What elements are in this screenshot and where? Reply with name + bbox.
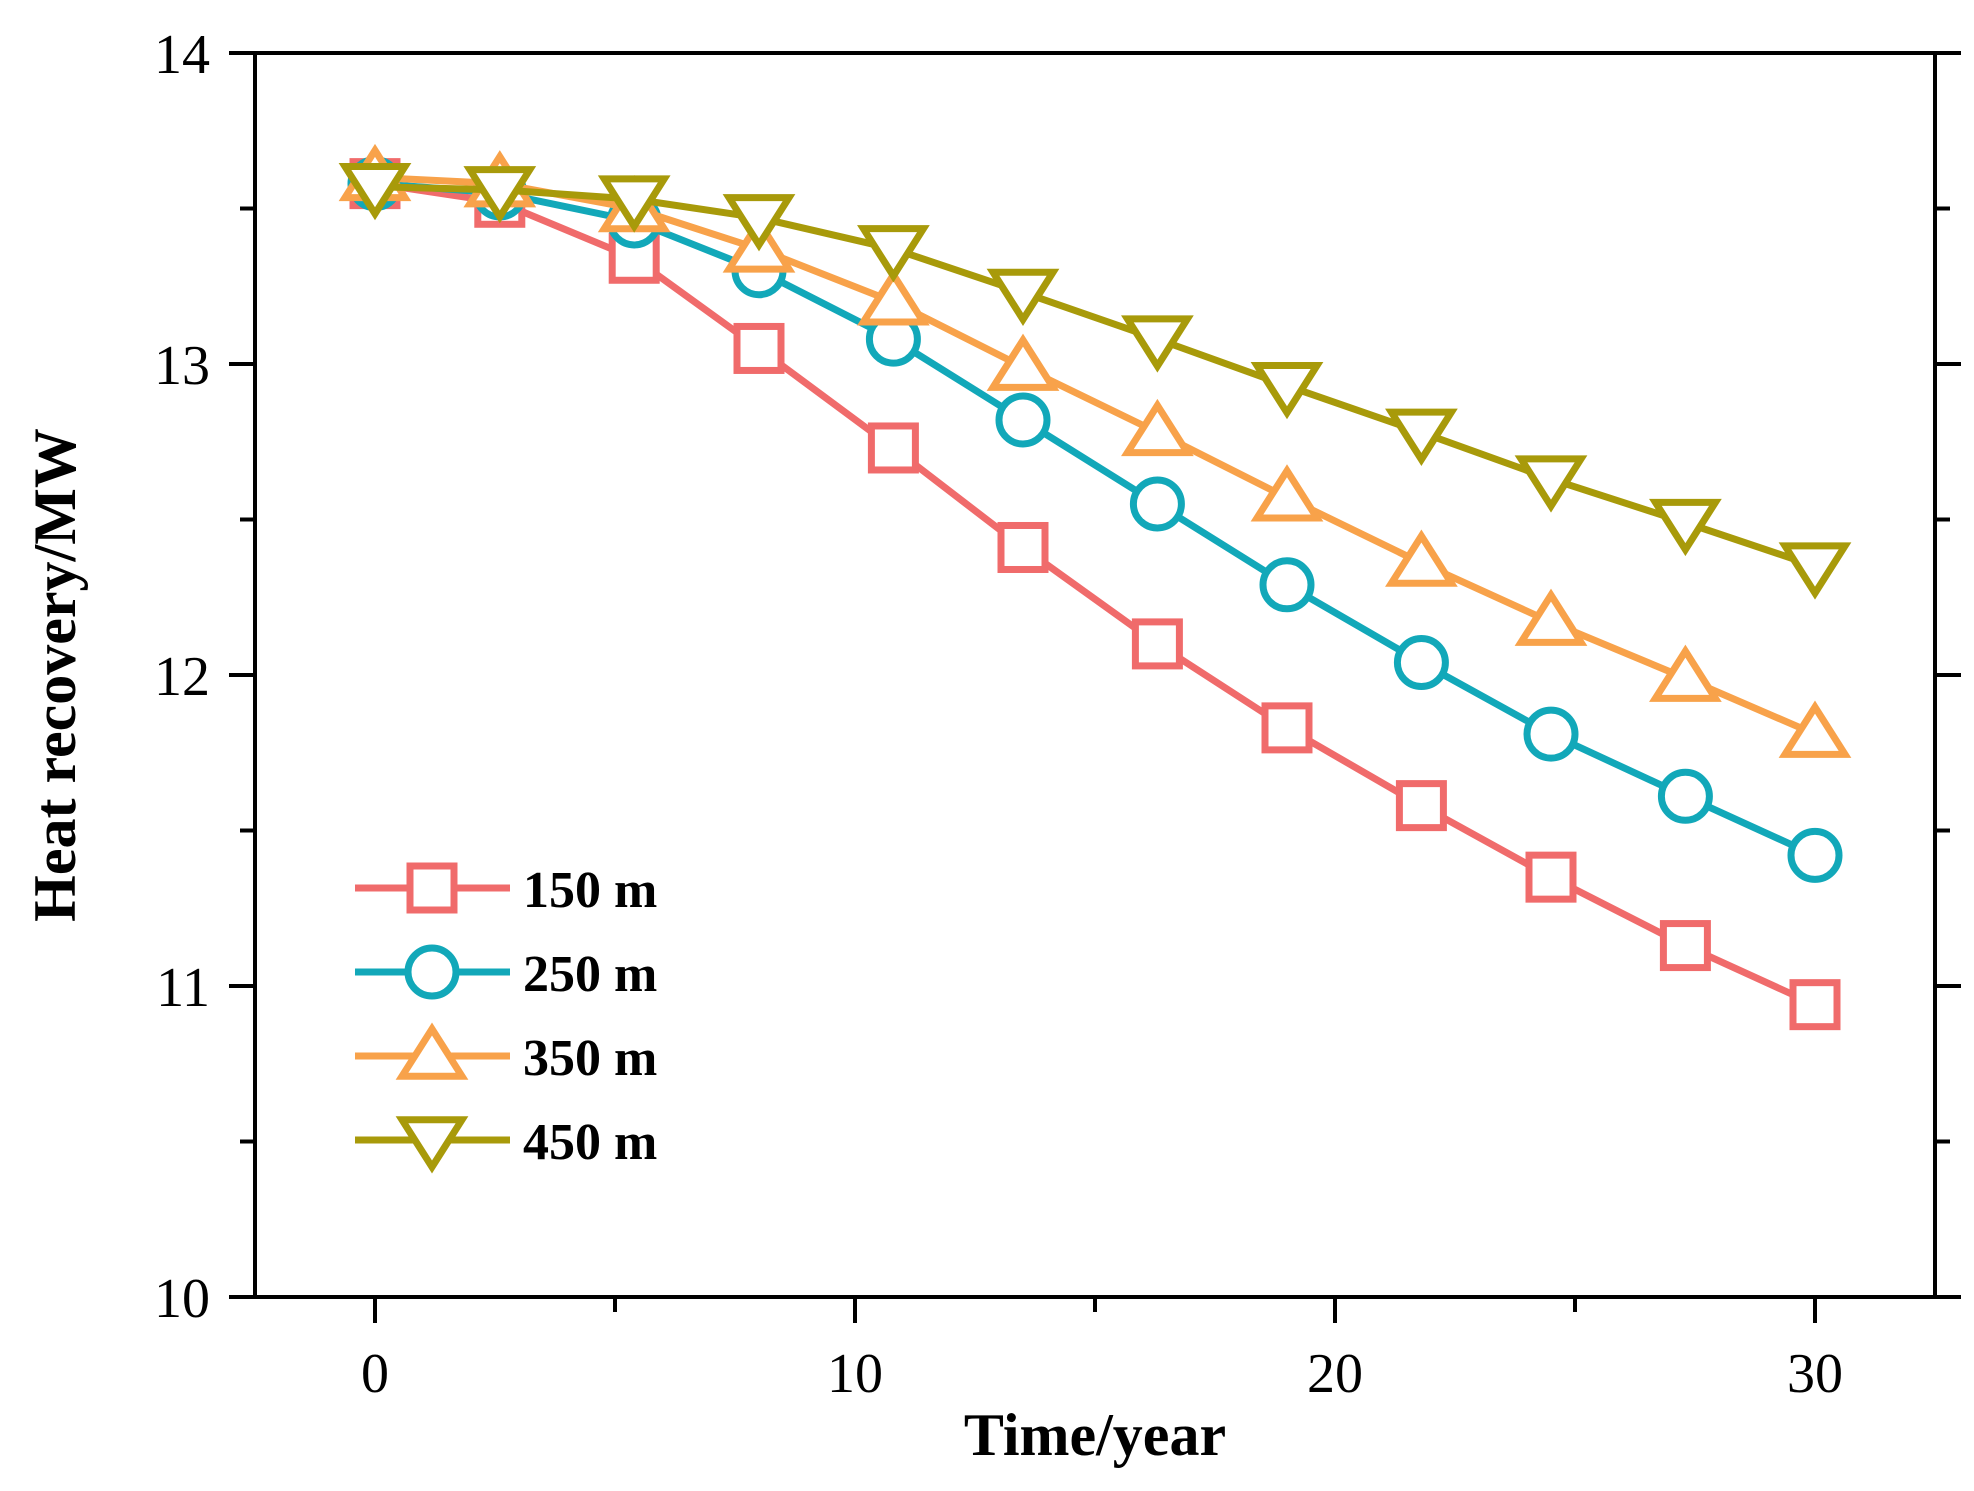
data-point-marker bbox=[867, 422, 919, 474]
data-point-marker bbox=[1385, 529, 1458, 587]
data-point-marker bbox=[722, 194, 796, 252]
data-point-marker bbox=[857, 225, 930, 283]
data-point-marker bbox=[1121, 315, 1194, 373]
x-tick-label: 0 bbox=[361, 1343, 389, 1405]
legend-label: 150 m bbox=[523, 862, 657, 919]
y-tick-label: 13 bbox=[154, 335, 210, 397]
data-point-marker bbox=[1789, 979, 1841, 1031]
data-point-marker bbox=[857, 268, 930, 326]
data-point-marker bbox=[463, 166, 537, 224]
data-point-marker bbox=[1259, 557, 1315, 613]
legend-marker bbox=[395, 1022, 469, 1080]
data-point-marker bbox=[1523, 706, 1579, 762]
data-point-marker bbox=[986, 268, 1060, 326]
series-line bbox=[374, 173, 1817, 738]
series-line bbox=[374, 183, 1817, 570]
y-axis-title: Heat recovery/MW bbox=[22, 428, 88, 922]
series-line bbox=[374, 180, 1817, 859]
legend-label: 250 m bbox=[523, 946, 657, 1003]
legend: 150 m 250 m 350 m 450 m bbox=[355, 862, 657, 1174]
data-point-marker bbox=[1659, 920, 1711, 972]
data-point-marker bbox=[733, 322, 785, 374]
data-point-marker bbox=[1395, 780, 1447, 832]
data-point-marker bbox=[1250, 362, 1324, 420]
data-point-marker bbox=[1121, 398, 1194, 457]
data-point-marker bbox=[1649, 498, 1722, 557]
x-tick-label: 10 bbox=[827, 1343, 883, 1405]
y-tick-label: 14 bbox=[154, 24, 210, 86]
data-point-marker bbox=[1778, 700, 1852, 758]
axes: 0 10 20 30 10 11 12 13 14 bbox=[154, 24, 1961, 1405]
data-point-marker bbox=[986, 333, 1060, 391]
x-axis-title: Time/year bbox=[964, 1402, 1226, 1468]
data-point-marker bbox=[997, 521, 1049, 573]
x-tick-label: 30 bbox=[1787, 1343, 1843, 1405]
data-point-marker bbox=[1514, 588, 1588, 646]
data-point-marker bbox=[1657, 768, 1713, 824]
series-lines bbox=[338, 143, 1852, 1031]
legend-label: 350 m bbox=[523, 1030, 657, 1087]
legend-item: 350 m bbox=[355, 1022, 657, 1087]
data-point-marker bbox=[1385, 408, 1458, 466]
data-point-marker bbox=[338, 162, 412, 221]
legend-item: 450 m bbox=[355, 1114, 657, 1174]
data-point-marker bbox=[1129, 476, 1185, 532]
series-250-m bbox=[347, 156, 1843, 883]
data-point-marker bbox=[1250, 464, 1324, 522]
series-150-m bbox=[349, 158, 1841, 1031]
legend-marker bbox=[395, 1116, 469, 1174]
data-point-marker bbox=[1525, 851, 1577, 903]
data-point-marker bbox=[597, 175, 671, 233]
legend-marker bbox=[404, 944, 460, 1000]
y-tick-label: 12 bbox=[154, 646, 210, 708]
legend-item: 250 m bbox=[355, 944, 657, 1003]
data-point-marker bbox=[995, 392, 1051, 448]
data-point-marker bbox=[1131, 618, 1183, 670]
legend-label: 450 m bbox=[523, 1114, 657, 1171]
data-point-marker bbox=[1787, 827, 1843, 883]
data-point-marker bbox=[1393, 635, 1449, 691]
data-point-marker bbox=[1514, 455, 1588, 513]
series-450-m bbox=[338, 162, 1852, 600]
legend-marker bbox=[406, 862, 458, 914]
data-point-marker bbox=[1261, 702, 1313, 754]
y-tick-label: 11 bbox=[156, 957, 210, 1019]
x-tick-label: 20 bbox=[1307, 1343, 1363, 1405]
data-point-marker bbox=[1778, 542, 1852, 600]
y-tick-label: 10 bbox=[154, 1268, 210, 1330]
series-350-m bbox=[338, 143, 1852, 758]
data-point-marker bbox=[1649, 644, 1722, 702]
legend-item: 150 m bbox=[355, 862, 657, 919]
